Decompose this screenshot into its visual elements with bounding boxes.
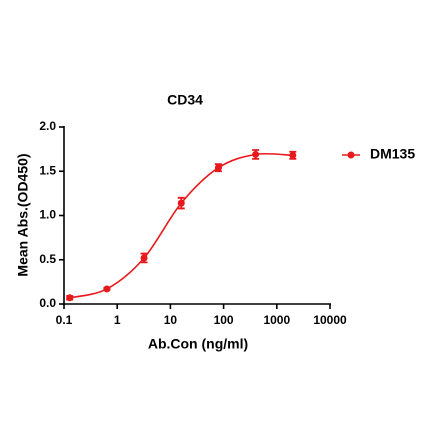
y-tick-label: 2.0 xyxy=(39,119,56,133)
data-point xyxy=(177,199,185,207)
data-point xyxy=(214,164,222,172)
data-point xyxy=(66,294,74,302)
y-tick-label: 1.5 xyxy=(39,163,56,177)
y-axis-label: Mean Abs.(OD450) xyxy=(15,153,31,276)
y-tick-label: 0.5 xyxy=(39,252,56,266)
chart-title: CD34 xyxy=(167,92,203,108)
data-point xyxy=(140,254,148,262)
data-point xyxy=(252,150,260,158)
data-point xyxy=(289,151,297,159)
x-axis-label: Ab.Con (ng/ml) xyxy=(148,336,248,352)
x-tick-label: 10000 xyxy=(313,313,347,327)
fit-curve xyxy=(69,152,293,299)
legend-marker xyxy=(347,151,355,159)
y-tick-label: 1.0 xyxy=(39,208,56,222)
x-tick-label: 0.1 xyxy=(56,313,73,327)
legend-label: DM135 xyxy=(370,146,415,162)
data-point xyxy=(103,285,111,293)
y-tick-label: 0.0 xyxy=(39,296,56,310)
x-tick-label: 1 xyxy=(114,313,121,327)
x-tick-label: 100 xyxy=(214,313,234,327)
x-tick-label: 10 xyxy=(164,313,178,327)
x-tick-label: 1000 xyxy=(263,313,290,327)
